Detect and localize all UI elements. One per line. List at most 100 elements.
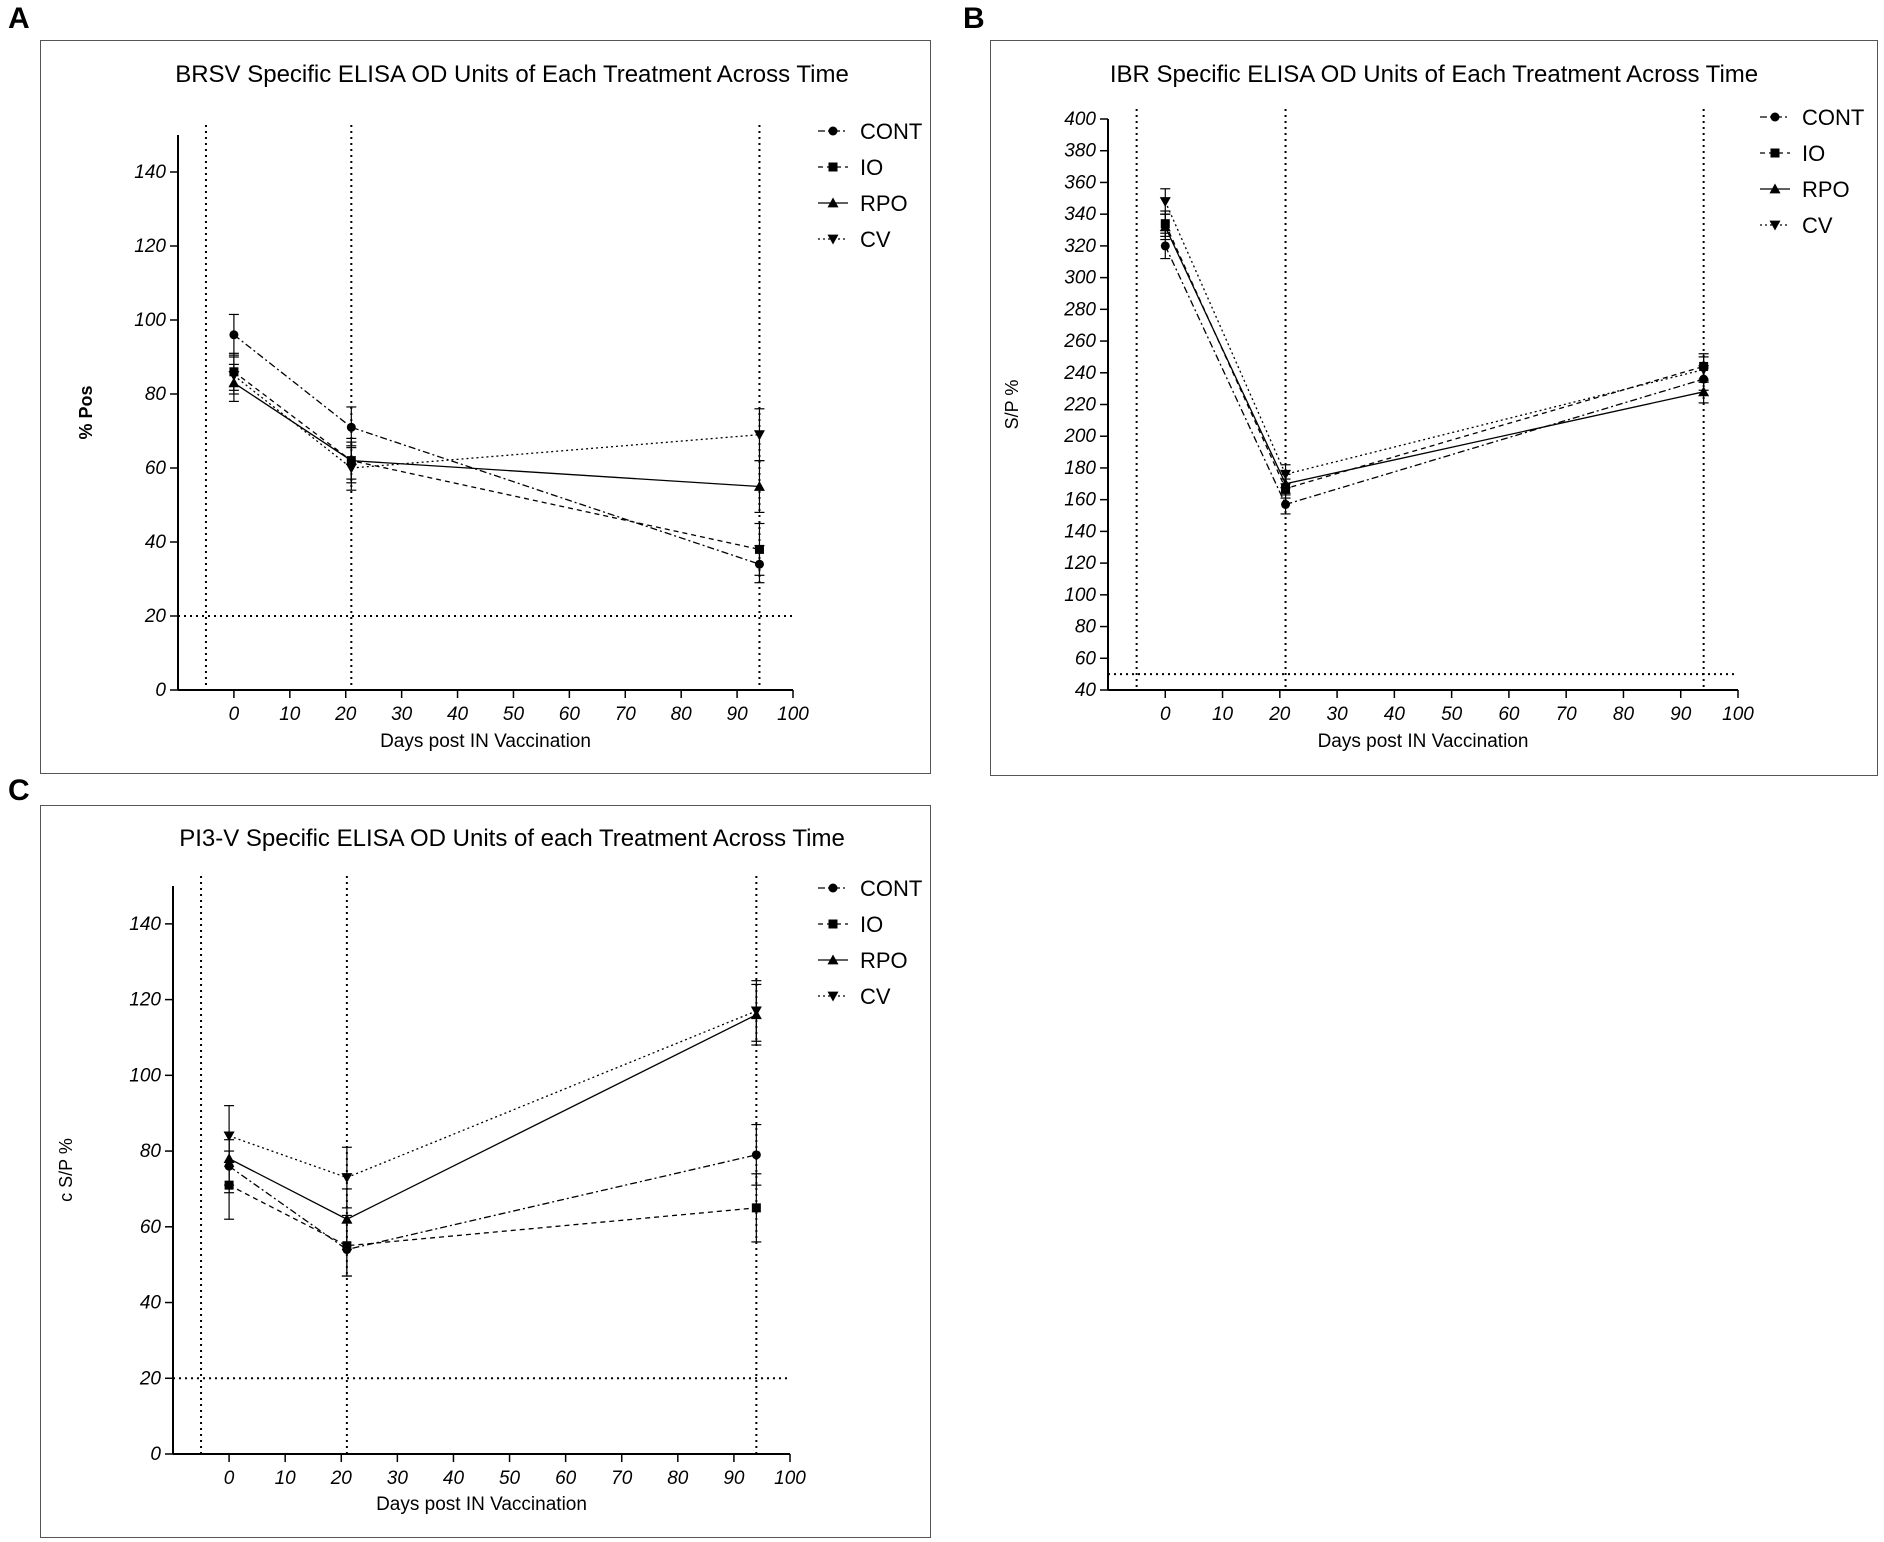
y-tick-label: 60 <box>140 1217 162 1238</box>
legend-label-io: IO <box>1802 141 1825 166</box>
legend-marker-rpo <box>1769 183 1781 194</box>
x-tick-label: 70 <box>611 1468 633 1489</box>
x-tick-label: 10 <box>279 704 301 725</box>
y-tick-label: 40 <box>1075 680 1097 701</box>
y-tick-label: 140 <box>129 914 161 935</box>
y-tick-label: 380 <box>1064 141 1096 162</box>
x-tick-label: 10 <box>275 1468 297 1489</box>
data-point-cv <box>1698 365 1710 376</box>
data-point-cv <box>1159 197 1171 207</box>
y-tick-label: 0 <box>155 680 166 701</box>
data-point-cont <box>1160 241 1170 251</box>
x-tick-label: 100 <box>1722 704 1754 725</box>
y-tick-label: 40 <box>140 1293 162 1314</box>
x-tick-label: 100 <box>777 704 809 725</box>
y-tick-label: 0 <box>150 1444 161 1465</box>
legend-marker-rpo <box>827 954 839 965</box>
legend-label-cont: CONT <box>1802 105 1864 130</box>
data-point-rpo <box>341 1213 353 1224</box>
panel-letter-b: B <box>963 2 985 35</box>
panel-letter-c: C <box>8 774 30 807</box>
x-tick-label: 20 <box>334 704 357 725</box>
y-axis-label: S/P % <box>1002 380 1022 430</box>
data-point-cv <box>753 430 765 441</box>
x-tick-label: 100 <box>774 1468 806 1489</box>
data-point-cv <box>223 1131 235 1142</box>
chart-panel-c-frame <box>40 805 931 1538</box>
series-line-cont <box>233 334 760 565</box>
y-tick-label: 200 <box>1063 426 1096 447</box>
legend-label-cv: CV <box>860 984 891 1009</box>
x-tick-label: 40 <box>447 704 469 725</box>
legend-marker-cv <box>1769 220 1781 231</box>
x-tick-label: 50 <box>1441 704 1463 725</box>
legend-label-rpo: RPO <box>860 191 908 216</box>
y-tick-label: 80 <box>1075 617 1097 638</box>
x-tick-label: 40 <box>1384 704 1406 725</box>
data-point-cv <box>750 1006 762 1017</box>
series-line-io <box>228 1184 757 1247</box>
data-point-cont <box>229 330 239 340</box>
legend-label-io: IO <box>860 155 883 180</box>
x-tick-label: 30 <box>387 1468 409 1489</box>
legend-marker-io <box>828 162 838 172</box>
chart-title: BRSV Specific ELISA OD Units of Each Tre… <box>175 61 849 88</box>
x-tick-label: 0 <box>1160 704 1171 725</box>
y-tick-label: 100 <box>1064 585 1096 606</box>
x-tick-label: 60 <box>559 704 581 725</box>
x-tick-label: 30 <box>1327 704 1349 725</box>
y-tick-label: 320 <box>1064 236 1096 257</box>
chart-panel-a-frame <box>40 40 931 774</box>
data-point-cont <box>1281 499 1291 509</box>
x-tick-label: 20 <box>1268 704 1291 725</box>
legend-label-cont: CONT <box>860 876 922 901</box>
data-point-cont <box>346 422 356 432</box>
legend-label-cont: CONT <box>860 119 922 144</box>
x-tick-label: 70 <box>1556 704 1578 725</box>
legend-marker-rpo <box>827 197 839 208</box>
x-axis-label: Days post IN Vaccination <box>380 731 591 752</box>
y-tick-label: 80 <box>140 1141 162 1162</box>
y-tick-label: 300 <box>1064 268 1096 289</box>
chart-title: PI3-V Specific ELISA OD Units of each Tr… <box>179 825 845 852</box>
x-tick-label: 20 <box>330 1468 353 1489</box>
y-tick-label: 220 <box>1063 395 1096 416</box>
data-point-cv <box>228 371 240 381</box>
y-tick-label: 100 <box>134 310 166 331</box>
y-axis-label: % Pos <box>76 385 96 439</box>
y-tick-label: 80 <box>145 384 167 405</box>
legend-label-io: IO <box>860 912 883 937</box>
x-tick-label: 80 <box>671 704 693 725</box>
legend-marker-cont <box>1770 112 1780 122</box>
data-point-io <box>754 544 764 554</box>
data-point-cv <box>345 463 357 474</box>
legend-marker-cv <box>827 234 839 245</box>
series-line-cv <box>1164 201 1704 476</box>
chart-panel-b-frame <box>990 40 1878 776</box>
chart-title: IBR Specific ELISA OD Units of Each Trea… <box>1110 61 1758 88</box>
data-point-cv <box>341 1173 353 1184</box>
data-point-rpo <box>753 481 765 491</box>
y-tick-label: 140 <box>134 162 166 183</box>
series-line-cont <box>228 1154 757 1251</box>
y-tick-label: 120 <box>129 990 161 1011</box>
legend-label-cv: CV <box>860 227 891 252</box>
data-point-cont <box>751 1150 761 1160</box>
y-tick-label: 120 <box>1064 553 1096 574</box>
legend-label-rpo: RPO <box>860 948 908 973</box>
y-tick-label: 20 <box>139 1368 162 1389</box>
y-tick-label: 20 <box>144 606 167 627</box>
x-tick-label: 80 <box>667 1468 689 1489</box>
legend-marker-cont <box>828 126 838 136</box>
x-tick-label: 90 <box>727 704 749 725</box>
x-tick-label: 90 <box>1670 704 1692 725</box>
x-axis-label: Days post IN Vaccination <box>1318 731 1529 752</box>
series-line-cv <box>228 1010 757 1179</box>
x-tick-label: 0 <box>224 1468 235 1489</box>
x-tick-label: 70 <box>615 704 637 725</box>
y-tick-label: 260 <box>1063 331 1096 352</box>
x-tick-label: 80 <box>1613 704 1635 725</box>
